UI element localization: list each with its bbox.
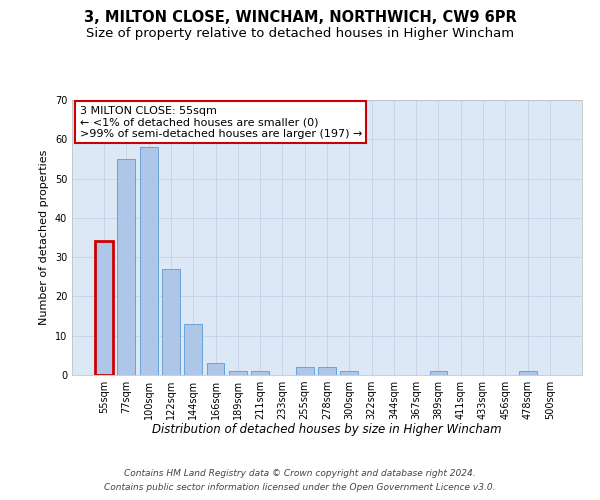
Text: Distribution of detached houses by size in Higher Wincham: Distribution of detached houses by size … bbox=[152, 422, 502, 436]
Bar bbox=[140, 147, 158, 375]
Bar bbox=[430, 371, 448, 375]
Bar bbox=[206, 363, 224, 375]
Text: Contains HM Land Registry data © Crown copyright and database right 2024.: Contains HM Land Registry data © Crown c… bbox=[124, 468, 476, 477]
Bar bbox=[118, 159, 136, 375]
Bar bbox=[518, 371, 536, 375]
Y-axis label: Number of detached properties: Number of detached properties bbox=[39, 150, 49, 325]
Text: Contains public sector information licensed under the Open Government Licence v3: Contains public sector information licen… bbox=[104, 484, 496, 492]
Bar bbox=[184, 324, 202, 375]
Bar bbox=[318, 367, 336, 375]
Bar bbox=[251, 371, 269, 375]
Bar bbox=[162, 269, 180, 375]
Bar bbox=[229, 371, 247, 375]
Bar bbox=[296, 367, 314, 375]
Bar bbox=[340, 371, 358, 375]
Text: 3 MILTON CLOSE: 55sqm
← <1% of detached houses are smaller (0)
>99% of semi-deta: 3 MILTON CLOSE: 55sqm ← <1% of detached … bbox=[80, 106, 362, 138]
Text: 3, MILTON CLOSE, WINCHAM, NORTHWICH, CW9 6PR: 3, MILTON CLOSE, WINCHAM, NORTHWICH, CW9… bbox=[83, 10, 517, 25]
Bar bbox=[95, 242, 113, 375]
Text: Size of property relative to detached houses in Higher Wincham: Size of property relative to detached ho… bbox=[86, 28, 514, 40]
